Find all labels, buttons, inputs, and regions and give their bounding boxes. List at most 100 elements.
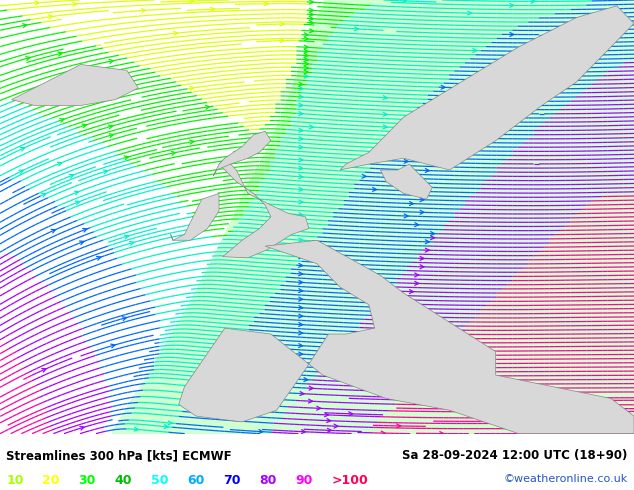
FancyArrowPatch shape bbox=[280, 39, 284, 43]
FancyArrowPatch shape bbox=[420, 210, 424, 214]
Text: 80: 80 bbox=[259, 474, 276, 487]
FancyArrowPatch shape bbox=[531, 419, 535, 423]
FancyArrowPatch shape bbox=[108, 125, 113, 129]
FancyArrowPatch shape bbox=[300, 392, 304, 395]
Polygon shape bbox=[171, 194, 219, 240]
FancyArrowPatch shape bbox=[415, 223, 418, 226]
FancyArrowPatch shape bbox=[299, 352, 302, 356]
FancyArrowPatch shape bbox=[309, 399, 313, 403]
Text: 60: 60 bbox=[187, 474, 204, 487]
FancyArrowPatch shape bbox=[349, 412, 353, 416]
FancyArrowPatch shape bbox=[362, 174, 366, 178]
FancyArrowPatch shape bbox=[299, 255, 302, 259]
Text: 40: 40 bbox=[115, 474, 133, 487]
FancyArrowPatch shape bbox=[304, 70, 308, 74]
FancyArrowPatch shape bbox=[436, 123, 440, 127]
FancyArrowPatch shape bbox=[299, 128, 303, 132]
FancyArrowPatch shape bbox=[304, 378, 308, 382]
FancyArrowPatch shape bbox=[304, 37, 308, 41]
FancyArrowPatch shape bbox=[440, 432, 444, 436]
FancyArrowPatch shape bbox=[26, 57, 30, 60]
FancyArrowPatch shape bbox=[299, 166, 303, 170]
FancyArrowPatch shape bbox=[381, 431, 385, 435]
Text: 90: 90 bbox=[295, 474, 313, 487]
FancyArrowPatch shape bbox=[388, 352, 392, 356]
FancyArrowPatch shape bbox=[383, 125, 387, 129]
FancyArrowPatch shape bbox=[19, 170, 23, 173]
FancyArrowPatch shape bbox=[299, 297, 302, 301]
FancyArrowPatch shape bbox=[388, 360, 392, 364]
FancyArrowPatch shape bbox=[69, 174, 74, 178]
FancyArrowPatch shape bbox=[20, 147, 25, 151]
FancyArrowPatch shape bbox=[205, 105, 209, 109]
FancyArrowPatch shape bbox=[420, 198, 424, 201]
FancyArrowPatch shape bbox=[510, 407, 514, 411]
FancyArrowPatch shape bbox=[42, 194, 46, 197]
FancyArrowPatch shape bbox=[410, 298, 413, 302]
FancyArrowPatch shape bbox=[299, 103, 303, 107]
FancyArrowPatch shape bbox=[551, 432, 555, 436]
FancyArrowPatch shape bbox=[58, 52, 62, 56]
Text: Streamlines 300 hPa [kts] ECMWF: Streamlines 300 hPa [kts] ECMWF bbox=[6, 449, 232, 463]
FancyArrowPatch shape bbox=[304, 49, 308, 53]
Polygon shape bbox=[340, 6, 634, 170]
FancyArrowPatch shape bbox=[42, 368, 46, 372]
FancyArrowPatch shape bbox=[304, 62, 308, 66]
FancyArrowPatch shape bbox=[354, 27, 358, 31]
FancyArrowPatch shape bbox=[510, 32, 514, 36]
FancyArrowPatch shape bbox=[430, 139, 434, 143]
FancyArrowPatch shape bbox=[299, 112, 303, 116]
FancyArrowPatch shape bbox=[74, 191, 79, 195]
Polygon shape bbox=[380, 164, 432, 199]
FancyArrowPatch shape bbox=[299, 246, 302, 250]
FancyArrowPatch shape bbox=[264, 2, 268, 6]
FancyArrowPatch shape bbox=[425, 169, 429, 172]
FancyArrowPatch shape bbox=[304, 74, 308, 78]
FancyArrowPatch shape bbox=[415, 281, 418, 285]
FancyArrowPatch shape bbox=[299, 137, 303, 141]
FancyArrowPatch shape bbox=[299, 221, 303, 225]
FancyArrowPatch shape bbox=[399, 331, 403, 335]
FancyArrowPatch shape bbox=[259, 430, 262, 434]
FancyArrowPatch shape bbox=[299, 272, 302, 276]
FancyArrowPatch shape bbox=[280, 22, 284, 26]
Polygon shape bbox=[11, 65, 138, 105]
FancyArrowPatch shape bbox=[190, 86, 194, 90]
FancyArrowPatch shape bbox=[164, 424, 168, 428]
FancyArrowPatch shape bbox=[317, 406, 321, 410]
FancyArrowPatch shape bbox=[58, 162, 61, 166]
FancyArrowPatch shape bbox=[327, 418, 331, 422]
FancyArrowPatch shape bbox=[48, 15, 53, 19]
FancyArrowPatch shape bbox=[299, 280, 302, 284]
FancyArrowPatch shape bbox=[510, 3, 514, 7]
FancyArrowPatch shape bbox=[415, 147, 418, 151]
FancyArrowPatch shape bbox=[309, 29, 313, 33]
FancyArrowPatch shape bbox=[309, 17, 313, 21]
FancyArrowPatch shape bbox=[299, 306, 302, 310]
FancyArrowPatch shape bbox=[23, 24, 27, 27]
FancyArrowPatch shape bbox=[299, 95, 303, 98]
FancyArrowPatch shape bbox=[441, 85, 445, 89]
FancyArrowPatch shape bbox=[299, 86, 303, 90]
FancyArrowPatch shape bbox=[309, 21, 313, 24]
FancyArrowPatch shape bbox=[299, 82, 303, 86]
FancyArrowPatch shape bbox=[397, 424, 401, 428]
FancyArrowPatch shape bbox=[299, 343, 302, 347]
FancyArrowPatch shape bbox=[373, 188, 377, 191]
FancyArrowPatch shape bbox=[383, 368, 387, 372]
FancyArrowPatch shape bbox=[394, 340, 398, 343]
FancyArrowPatch shape bbox=[301, 430, 306, 434]
FancyArrowPatch shape bbox=[174, 31, 178, 35]
FancyArrowPatch shape bbox=[430, 156, 434, 160]
FancyArrowPatch shape bbox=[327, 428, 332, 432]
FancyArrowPatch shape bbox=[129, 242, 134, 245]
FancyArrowPatch shape bbox=[309, 125, 313, 129]
FancyArrowPatch shape bbox=[82, 228, 87, 232]
FancyArrowPatch shape bbox=[383, 96, 387, 99]
FancyArrowPatch shape bbox=[79, 241, 84, 245]
FancyArrowPatch shape bbox=[299, 213, 303, 217]
FancyArrowPatch shape bbox=[299, 158, 303, 162]
Text: >100: >100 bbox=[332, 474, 368, 487]
Polygon shape bbox=[213, 131, 271, 176]
FancyArrowPatch shape bbox=[299, 145, 303, 149]
